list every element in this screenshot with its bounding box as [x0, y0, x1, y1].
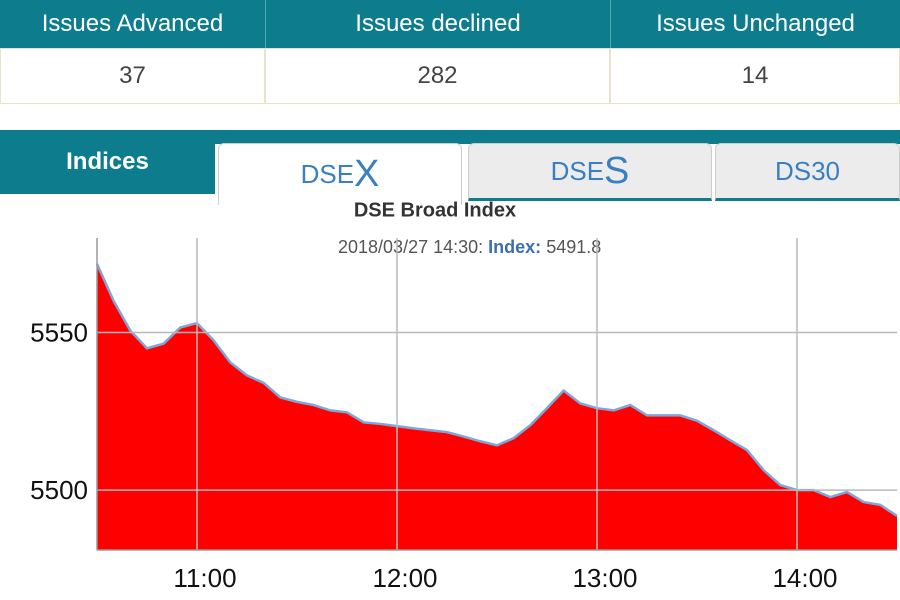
tab[interactable]: DS30	[715, 143, 900, 201]
table-cell: 14	[610, 48, 900, 104]
table-cell: 282	[265, 48, 610, 104]
tab-prefix: DSE	[550, 155, 605, 186]
x-tick-label: 13:00	[572, 563, 637, 593]
tab-prefix: DSE	[300, 159, 355, 189]
tooltip-time: 2018/03/27 14:30:	[338, 237, 483, 257]
tab-band	[0, 130, 900, 144]
header-cell: Issues Advanced	[0, 0, 265, 48]
tab[interactable]: DSE S	[468, 143, 712, 201]
x-tick-label: 11:00	[173, 563, 236, 593]
area	[97, 263, 897, 550]
x-tick-label: 14:00	[772, 563, 837, 593]
tab-label: Indices	[0, 130, 215, 194]
chart-title: DSE Broad Index	[354, 199, 516, 221]
tooltip: 2018/03/27 14:30: Index: 5491.8	[338, 237, 601, 257]
line	[95, 263, 898, 518]
tooltip-value: 5491.8	[546, 237, 601, 257]
tab[interactable]: DSE X	[218, 143, 462, 205]
table-cell: 37	[0, 48, 265, 104]
tab-label: DS30	[774, 155, 841, 186]
y-tick-label: 5500	[30, 475, 88, 505]
tab-suffix: S	[604, 149, 630, 192]
header-cell: Issues declined	[265, 0, 610, 48]
x-tick-label: 12:00	[372, 563, 437, 593]
header-cell: Issues Unchanged	[610, 0, 900, 48]
tooltip-label: Index:	[488, 237, 541, 257]
y-tick-label: 5550	[30, 317, 88, 347]
tab-suffix: X	[354, 153, 380, 195]
